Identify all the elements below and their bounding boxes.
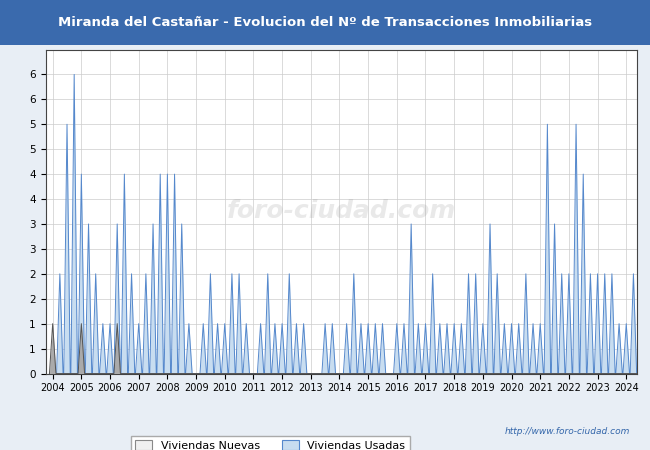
Text: http://www.foro-ciudad.com: http://www.foro-ciudad.com — [505, 428, 630, 436]
Text: Miranda del Castañar - Evolucion del Nº de Transacciones Inmobiliarias: Miranda del Castañar - Evolucion del Nº … — [58, 16, 592, 29]
Text: foro-ciudad.com: foro-ciudad.com — [227, 199, 456, 224]
Legend: Viviendas Nuevas, Viviendas Usadas: Viviendas Nuevas, Viviendas Usadas — [131, 436, 410, 450]
